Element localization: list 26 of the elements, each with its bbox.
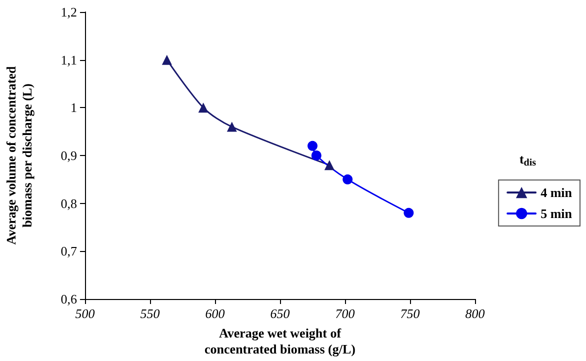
y-tick-label: 0,8 xyxy=(60,196,77,211)
point xyxy=(198,102,208,113)
y-tick-label: 1,1 xyxy=(60,52,77,68)
x-tick-label: 650 xyxy=(270,306,290,321)
y-tick-label: 1,2 xyxy=(60,4,77,20)
y-axis-title: Average volume of concentrated biomass per discharge (L) xyxy=(4,66,34,245)
point xyxy=(311,150,322,160)
point xyxy=(162,54,172,65)
legend-label: 4 min xyxy=(540,185,573,200)
x-tick-label: 800 xyxy=(465,306,486,321)
point xyxy=(226,122,237,132)
point xyxy=(342,174,353,184)
legend-label: 5 min xyxy=(540,206,573,221)
point xyxy=(308,140,318,151)
x-tick-label: 750 xyxy=(400,306,420,321)
x-tick-label: 600 xyxy=(205,306,226,321)
x-tick-label: 550 xyxy=(140,306,160,321)
x-axis-title: Average wet weight of concentrated biomass (g/L) xyxy=(204,325,356,356)
y-tick-label: 1 xyxy=(70,100,77,116)
x-tick-label: 700 xyxy=(335,306,356,321)
point xyxy=(324,160,334,170)
y-tick-label: 0,6 xyxy=(60,292,78,306)
y-tick-label: 0,9 xyxy=(60,148,77,163)
y-tick-label: 0,7 xyxy=(60,244,78,259)
point xyxy=(404,208,414,218)
x-tick-label: 500 xyxy=(75,306,96,321)
